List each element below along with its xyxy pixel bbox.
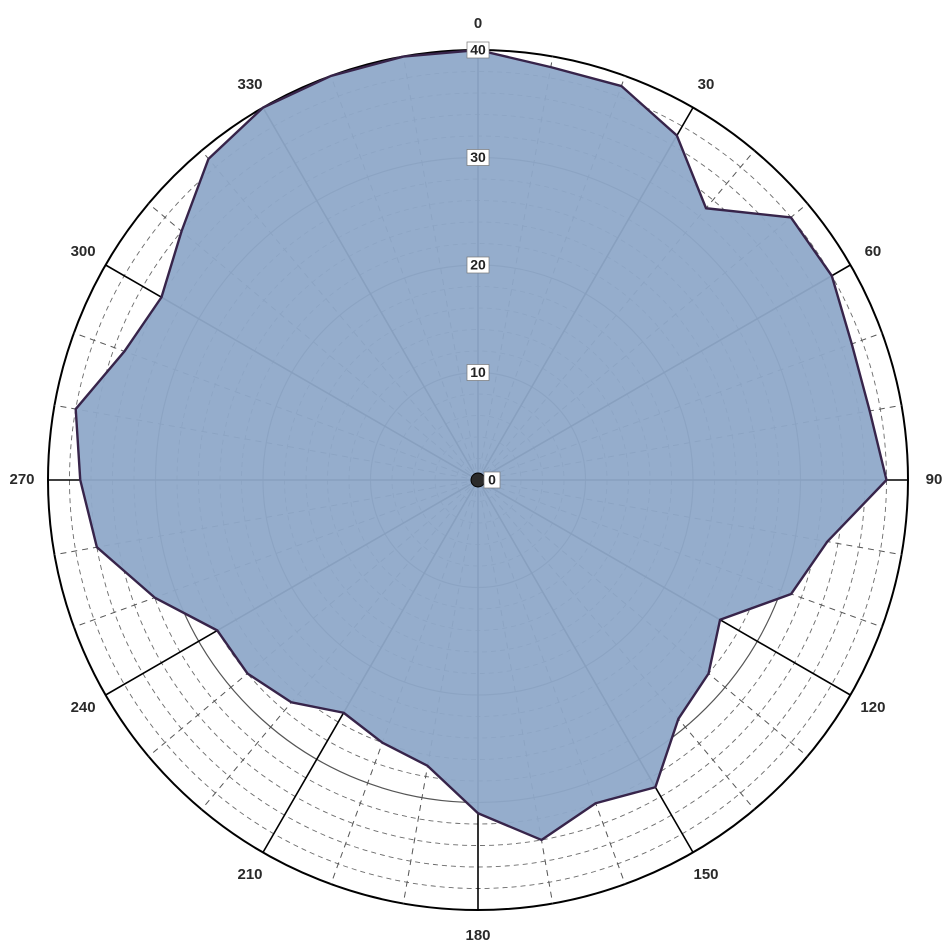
angle-label: 270 [9,471,34,488]
angle-label: 330 [237,76,262,93]
radial-label: 40 [470,42,486,58]
polar-chart: 0 30 60 90 120 150 180 210 240 270 300 330 0 10 20 30 40 [0,0,947,947]
angle-label: 120 [860,699,885,716]
radial-label: 30 [470,149,486,165]
angle-label: 150 [693,866,718,883]
angle-label: 210 [237,866,262,883]
radial-label: 0 [488,472,496,488]
radial-label: 10 [470,364,486,380]
angle-label: 240 [71,699,96,716]
radial-label: 20 [470,257,486,273]
angle-label: 180 [465,927,490,944]
angle-label: 30 [698,76,715,93]
angle-label: 300 [71,243,96,260]
angle-label: 0 [474,15,482,32]
angle-label: 60 [865,243,882,260]
center-dot [471,473,485,487]
angle-label: 90 [926,471,943,488]
